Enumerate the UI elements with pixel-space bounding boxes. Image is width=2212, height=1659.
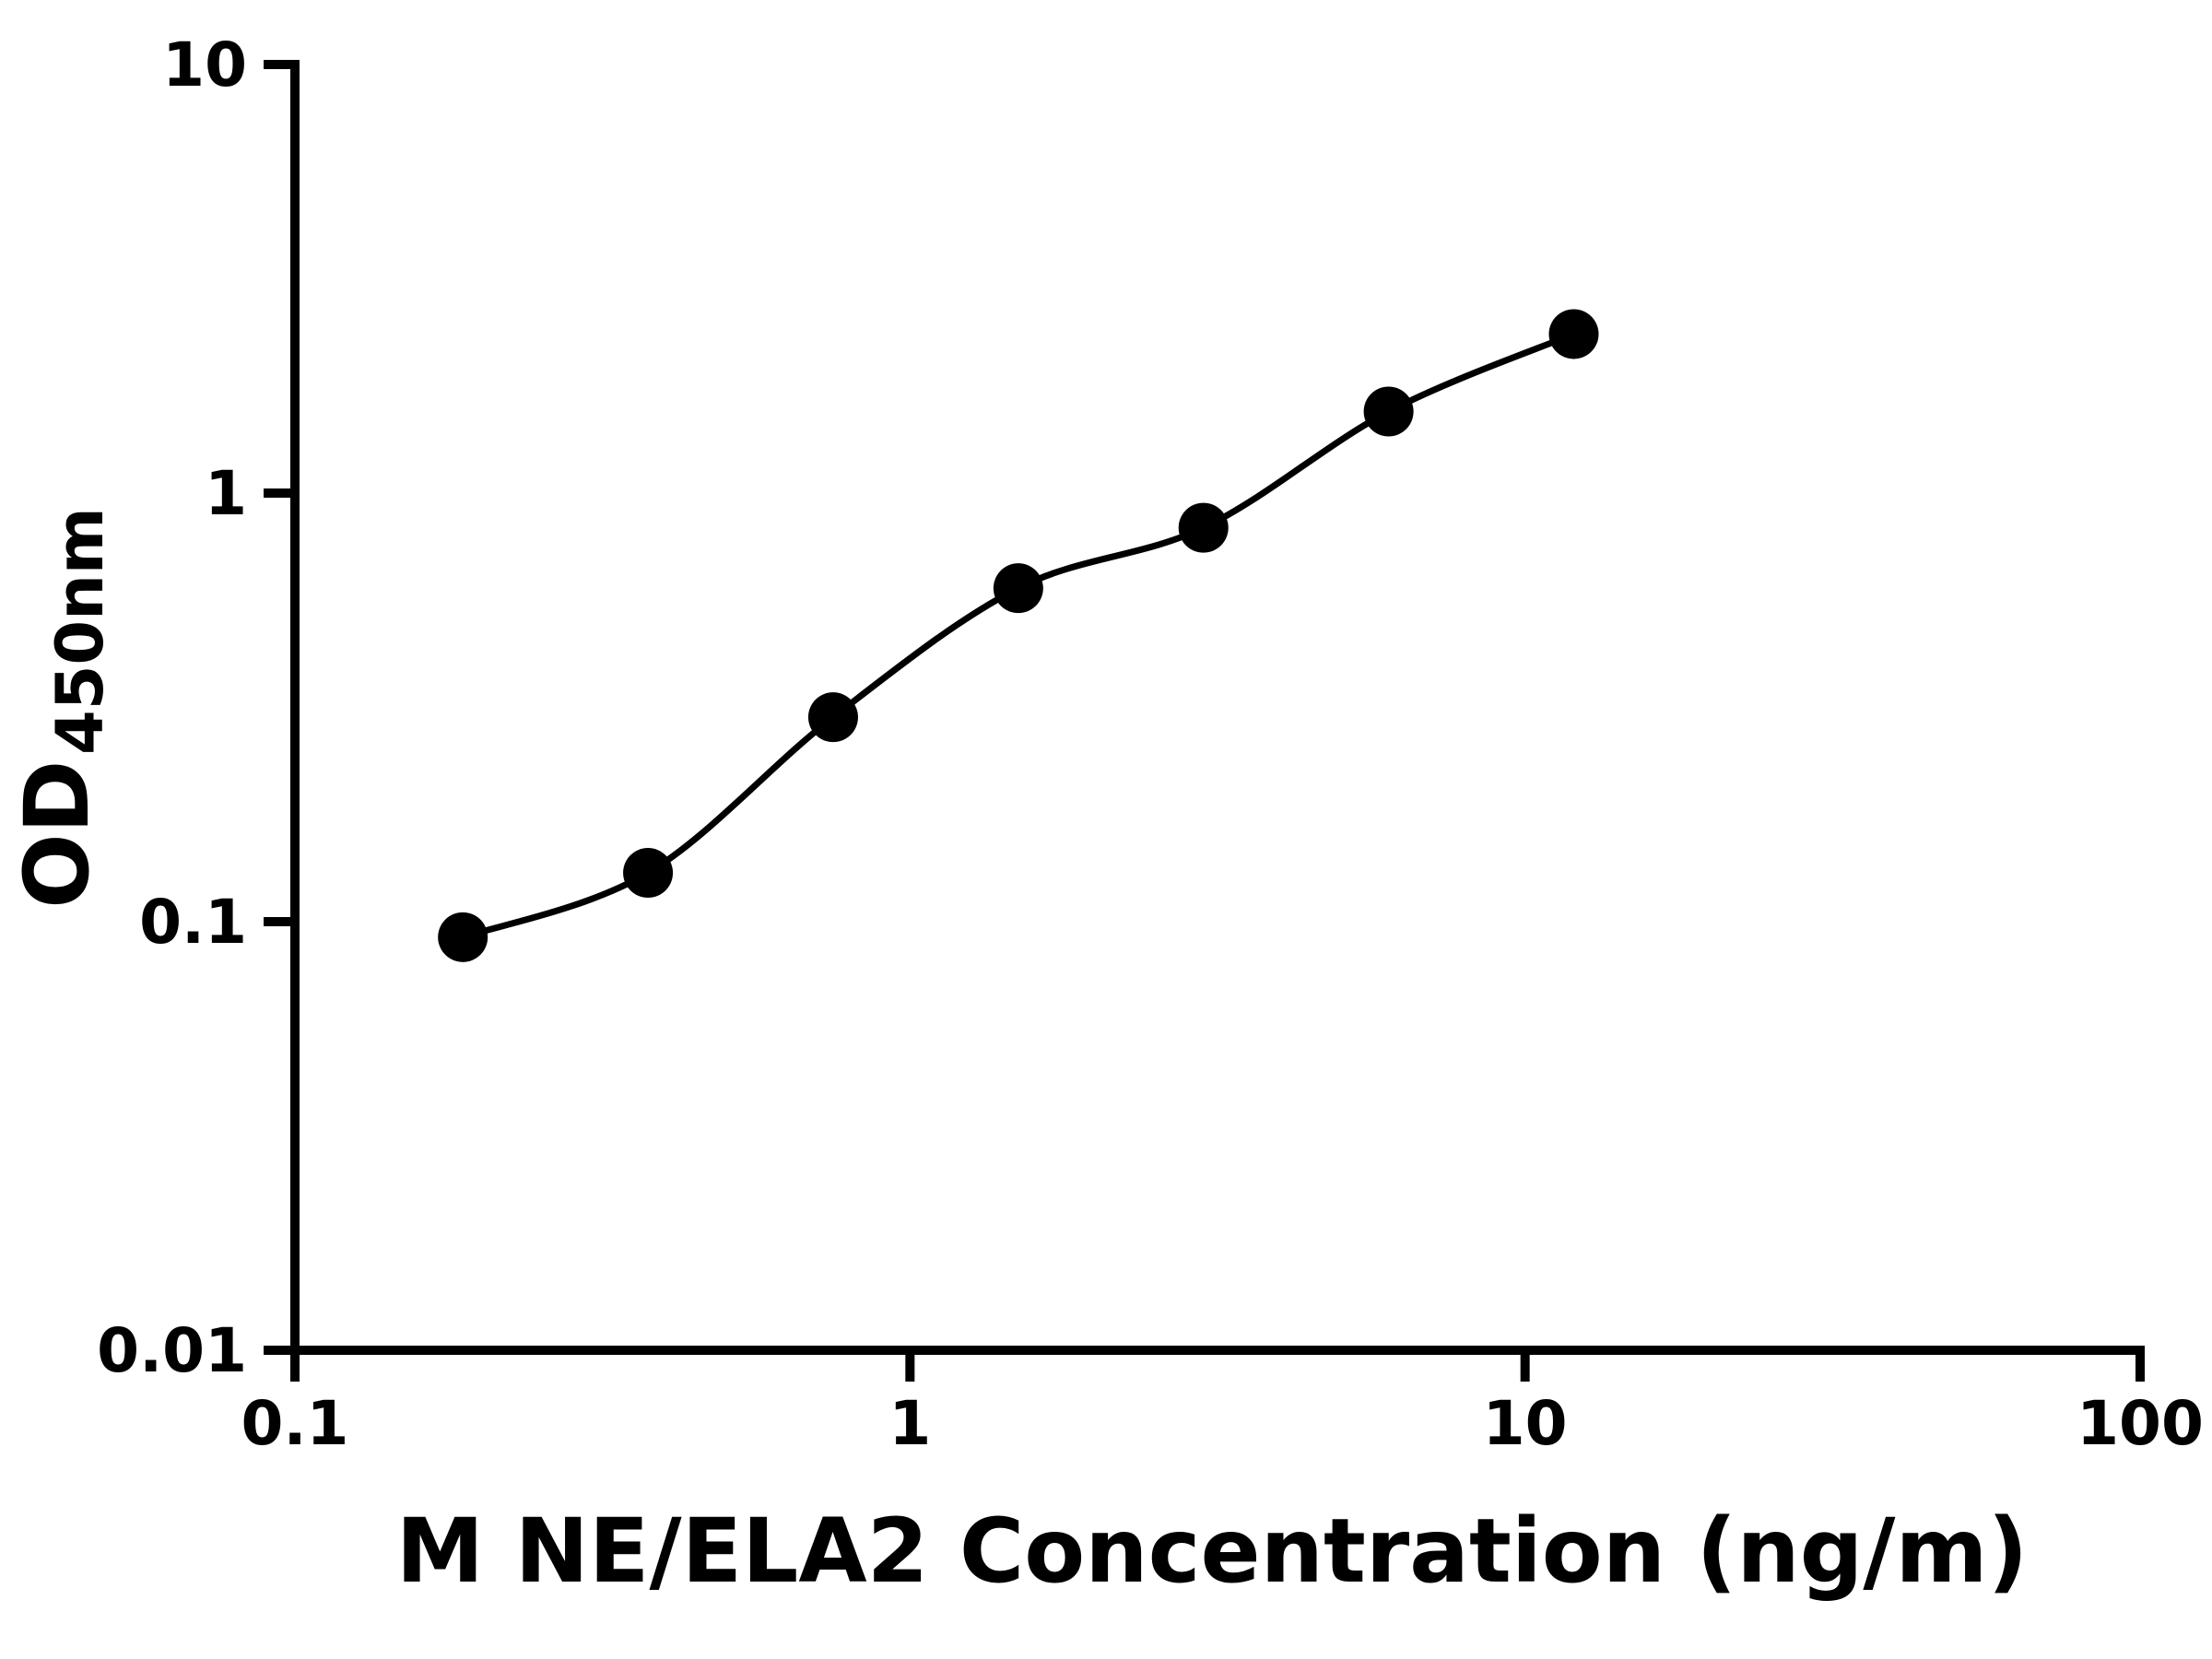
y-axis-title: OD 450nm bbox=[6, 507, 118, 909]
y-tick-label: 0.1 bbox=[139, 887, 247, 958]
data-points-layer bbox=[438, 309, 1599, 962]
x-axis-title: M NE/ELA2 Concentration (ng/m) bbox=[396, 1500, 2029, 1603]
data-point bbox=[438, 912, 488, 962]
axis-lines bbox=[290, 60, 2145, 1355]
x-tick-label: 0.1 bbox=[241, 1388, 349, 1459]
x-tick-label: 1 bbox=[888, 1388, 931, 1459]
data-point bbox=[1178, 502, 1229, 553]
y-axis-title-main: OD bbox=[6, 760, 109, 909]
data-point bbox=[807, 692, 858, 743]
x-tick-label: 10 bbox=[1483, 1388, 1568, 1459]
y-axis-title-subscript: 450nm bbox=[42, 507, 118, 755]
y-tick-label: 0.01 bbox=[97, 1315, 247, 1386]
data-point bbox=[993, 563, 1043, 614]
y-tick-label: 1 bbox=[205, 458, 247, 529]
y-tick-label: 10 bbox=[162, 29, 247, 100]
data-point bbox=[1363, 386, 1414, 437]
data-point bbox=[1548, 309, 1599, 359]
data-point bbox=[623, 848, 674, 899]
x-tick-label: 100 bbox=[2077, 1388, 2204, 1459]
